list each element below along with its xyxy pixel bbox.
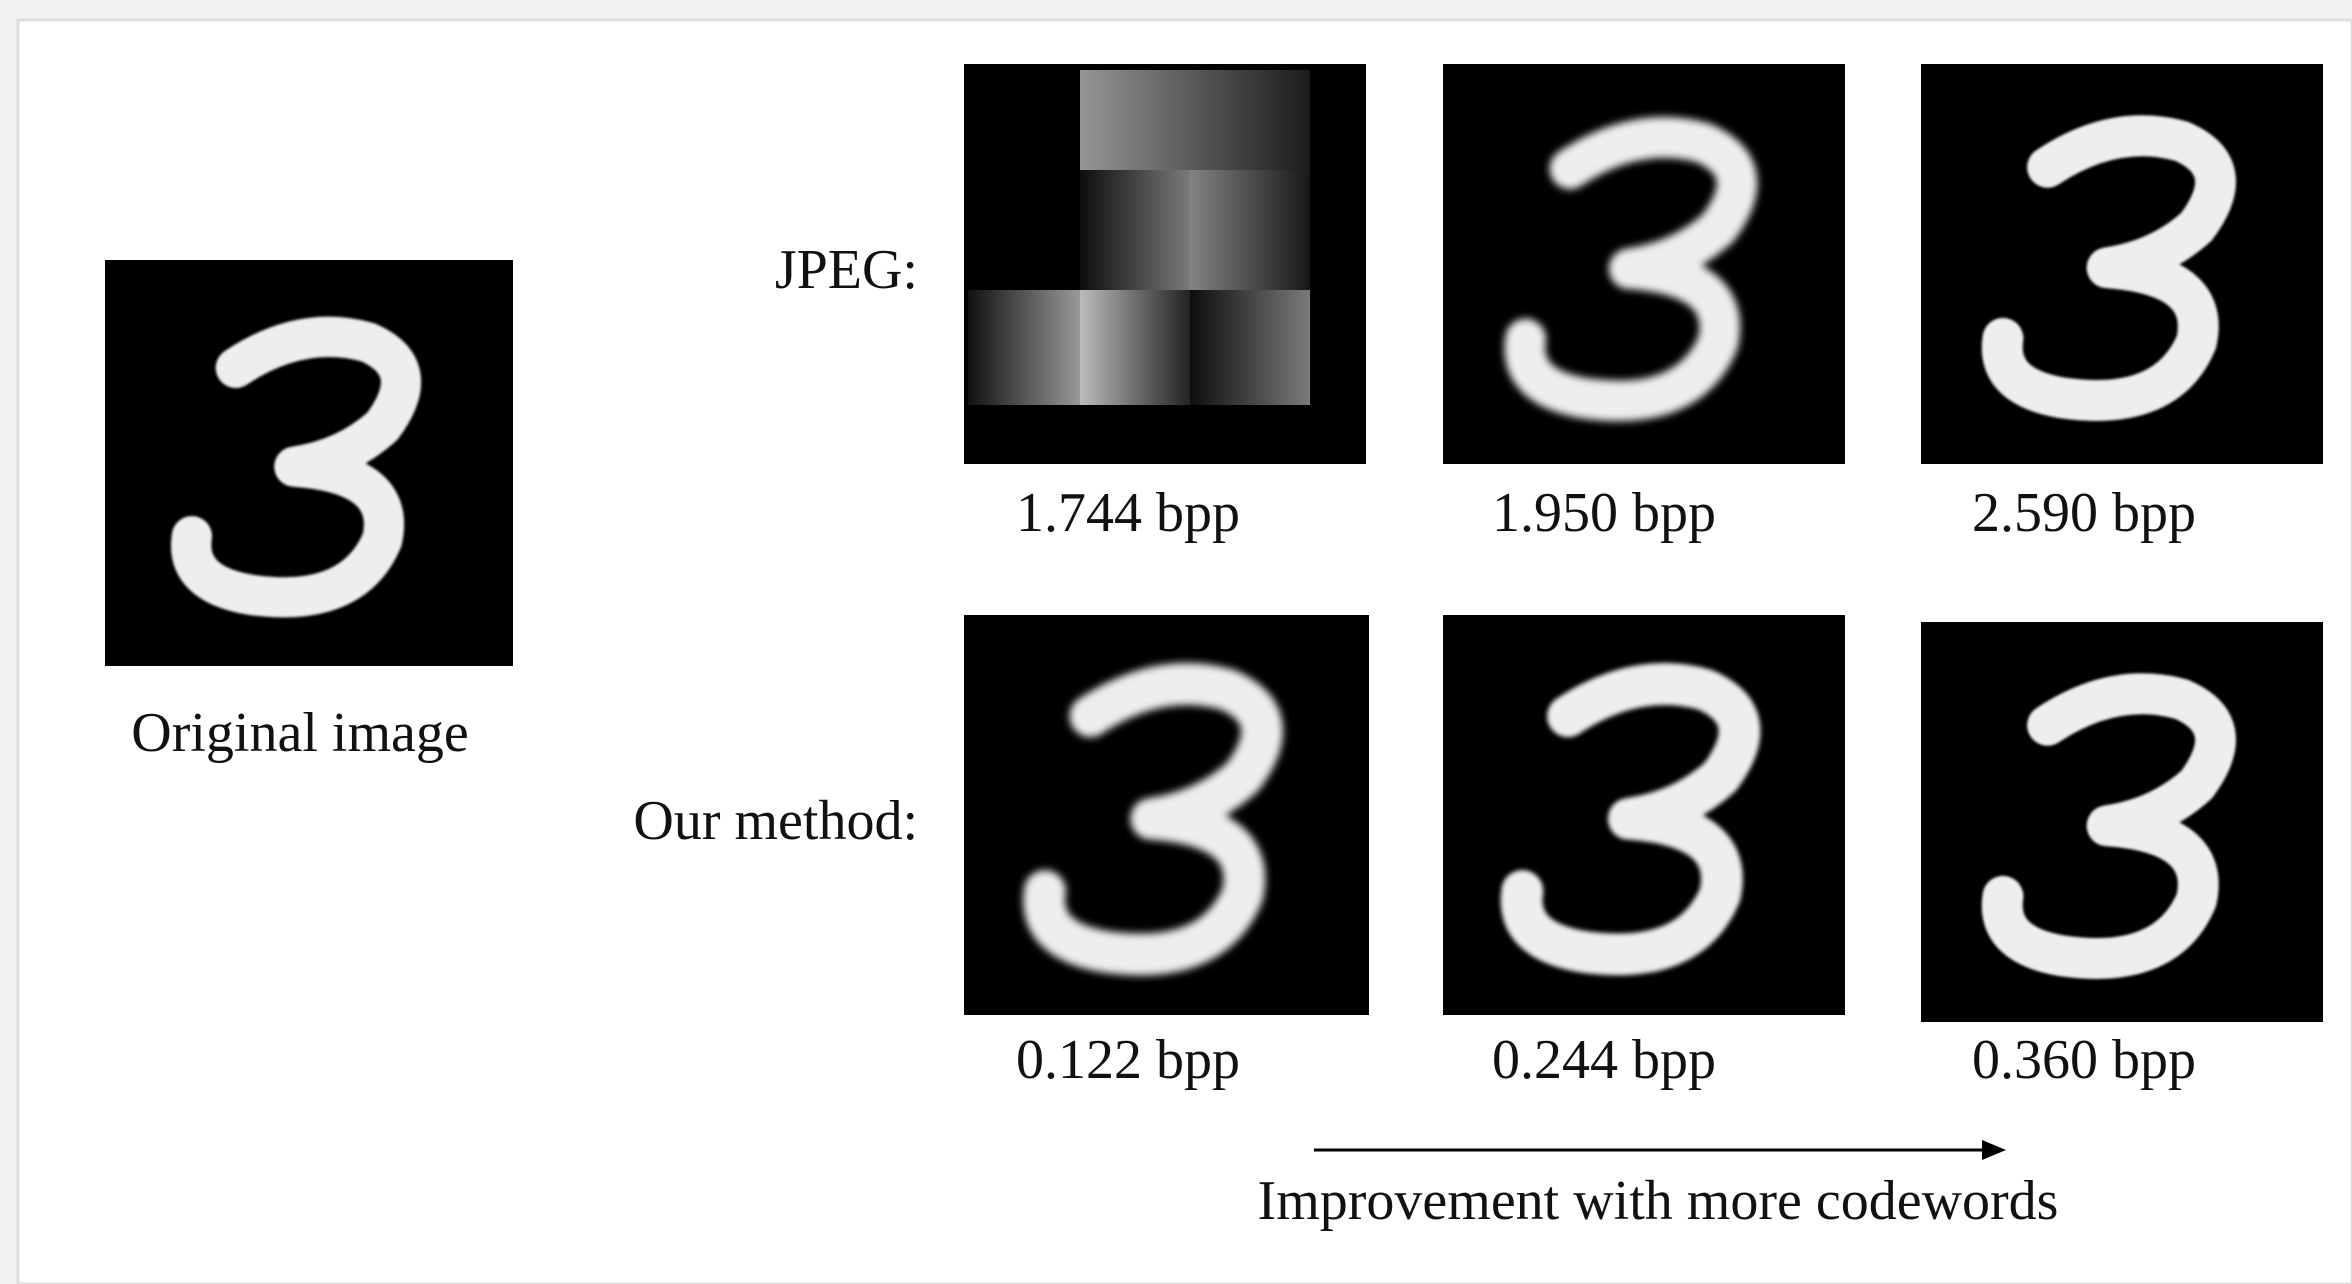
figure: Original image JPEG: Our method: Improve… (0, 0, 2352, 1284)
our-rate: 0.360 bpp (1972, 1029, 2196, 1091)
jpeg-label: JPEG: (775, 239, 918, 301)
jpeg-rate: 1.744 bpp (1016, 482, 1240, 544)
jpeg-rate: 2.590 bpp (1972, 482, 2196, 544)
ours-label: Our method: (633, 790, 918, 852)
our-rate: 0.122 bpp (1016, 1029, 1240, 1091)
block (968, 290, 1080, 405)
jpeg-rate: 1.950 bpp (1492, 482, 1716, 544)
original-label: Original image (131, 702, 468, 764)
block (1190, 290, 1310, 405)
block (1190, 170, 1310, 290)
block (1080, 70, 1310, 170)
block (1080, 170, 1190, 290)
arrow-caption: Improvement with more codewords (1258, 1170, 2059, 1232)
block (1080, 290, 1190, 405)
our-rate: 0.244 bpp (1492, 1029, 1716, 1091)
page: Original image JPEG: Our method: Improve… (0, 0, 2352, 1284)
